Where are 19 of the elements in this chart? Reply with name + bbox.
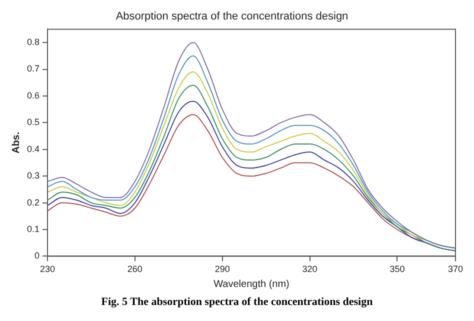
y-tick-label: 0.2 bbox=[26, 197, 40, 208]
x-tick-label: 260 bbox=[127, 264, 142, 274]
y-tick-label: 0.1 bbox=[26, 224, 40, 234]
x-axis-title: Wavelength (nm) bbox=[214, 278, 290, 290]
y-axis-title: Abs. bbox=[10, 132, 22, 154]
y-tick-label: 0 bbox=[34, 250, 40, 261]
x-tick-label: 350 bbox=[390, 264, 405, 274]
y-tick-label: 0.3 bbox=[26, 170, 40, 181]
y-tick-label: 0.8 bbox=[26, 37, 40, 48]
y-tick-label: 0.6 bbox=[26, 90, 40, 100]
x-tick-label: 320 bbox=[302, 264, 318, 274]
y-tick-label: 0.5 bbox=[26, 117, 40, 128]
y-tick-label: 0.7 bbox=[26, 64, 40, 74]
y-tick-label: 0.4 bbox=[26, 144, 40, 154]
x-tick-label: 370 bbox=[448, 264, 464, 274]
caption: Fig. 5 The absorption spectra of the concentrations design bbox=[100, 296, 374, 308]
x-tick-label: 290 bbox=[214, 264, 230, 274]
x-tick-label: 230 bbox=[40, 264, 56, 274]
chart-title: Absorption spectra of the concentrations design bbox=[116, 10, 348, 23]
